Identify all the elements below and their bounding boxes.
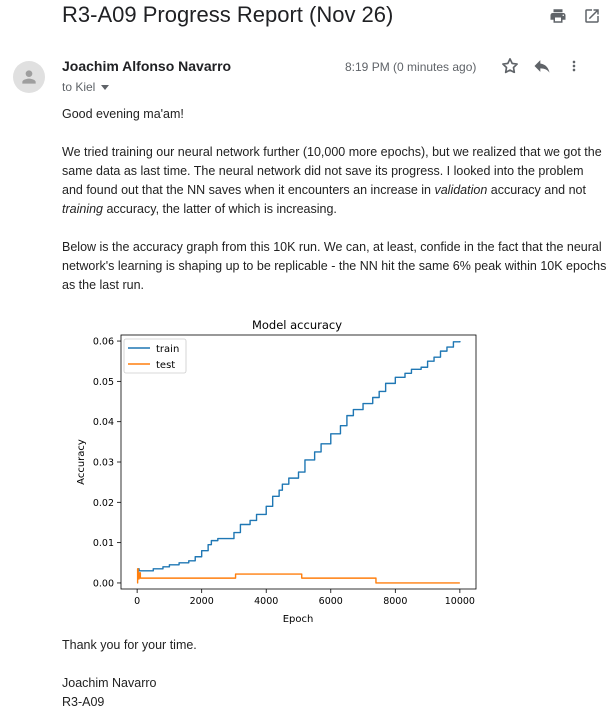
y-tick-label: 0.04	[93, 417, 114, 428]
y-tick-label: 0.03	[93, 458, 114, 469]
signature-team: R3-A09	[62, 695, 105, 709]
y-tick-label: 0.02	[93, 498, 114, 509]
thanks-text: Thank you for your time.	[62, 638, 197, 652]
x-tick-label: 6000	[319, 596, 343, 607]
recipient-dropdown[interactable]: to Kiel	[62, 80, 110, 94]
reply-icon[interactable]	[532, 56, 552, 76]
series-line-train	[137, 341, 461, 574]
greeting-text: Good evening ma'am!	[62, 107, 184, 121]
message-actions	[500, 56, 584, 76]
x-tick-label: 10000	[445, 596, 475, 607]
open-in-new-window-icon[interactable]	[582, 6, 602, 26]
more-vertical-icon[interactable]	[564, 56, 584, 76]
x-axis-label: Epoch	[283, 614, 314, 625]
x-tick-label: 8000	[383, 596, 407, 607]
x-tick-label: 4000	[254, 596, 278, 607]
x-tick-label: 0	[134, 596, 140, 607]
chart-legend: train test	[123, 338, 187, 374]
series-line-test	[136, 568, 460, 584]
accuracy-chart: Model accuracy 0 2000 4000 6000 8000 10000 0.…	[76, 318, 477, 625]
p1-part-b: accuracy and not	[487, 183, 586, 197]
legend-label-train: train	[156, 344, 179, 355]
signature-name: Joachim Navarro	[62, 676, 157, 690]
recipient-label: to Kiel	[62, 80, 96, 94]
email-timestamp: 8:19 PM (0 minutes ago)	[345, 60, 477, 74]
p1-emphasis-validation: validation	[434, 183, 488, 197]
chart-title: Model accuracy	[252, 318, 342, 332]
y-tick-label: 0.00	[93, 578, 114, 589]
email-body: Good evening ma'am! We tried training ou…	[62, 105, 607, 314]
series-lines	[136, 341, 461, 584]
y-axis-label: Accuracy	[76, 439, 87, 485]
legend-label-test: test	[156, 360, 175, 371]
x-tick-label: 2000	[190, 596, 214, 607]
person-icon	[22, 70, 36, 84]
email-closing: Thank you for your time. Joachim Navarro…	[62, 636, 197, 712]
sender-name: Joachim Alfonso Navarro	[62, 58, 232, 74]
top-icon-bar	[548, 6, 602, 26]
y-tick-label: 0.01	[93, 538, 114, 549]
paragraph-1: We tried training our neural network fur…	[62, 143, 607, 219]
p1-emphasis-training: training	[62, 202, 103, 216]
paragraph-2: Below is the accuracy graph from this 10…	[62, 240, 607, 292]
caret-down-icon	[101, 84, 110, 90]
y-tick-label: 0.05	[93, 377, 114, 388]
p1-part-c: accuracy, the latter of which is increas…	[103, 202, 337, 216]
p1-part-a: We tried training our neural network fur…	[62, 145, 602, 197]
sender-avatar[interactable]	[13, 61, 45, 93]
print-icon[interactable]	[548, 6, 568, 26]
email-subject: R3-A09 Progress Report (Nov 26)	[62, 2, 394, 27]
y-axis-ticks: 0.00 0.01 0.02 0.03 0.04 0.05 0.06	[93, 337, 121, 589]
star-icon[interactable]	[500, 56, 520, 76]
y-tick-label: 0.06	[93, 337, 114, 348]
x-axis-ticks: 0 2000 4000 6000 8000 10000	[134, 589, 475, 607]
